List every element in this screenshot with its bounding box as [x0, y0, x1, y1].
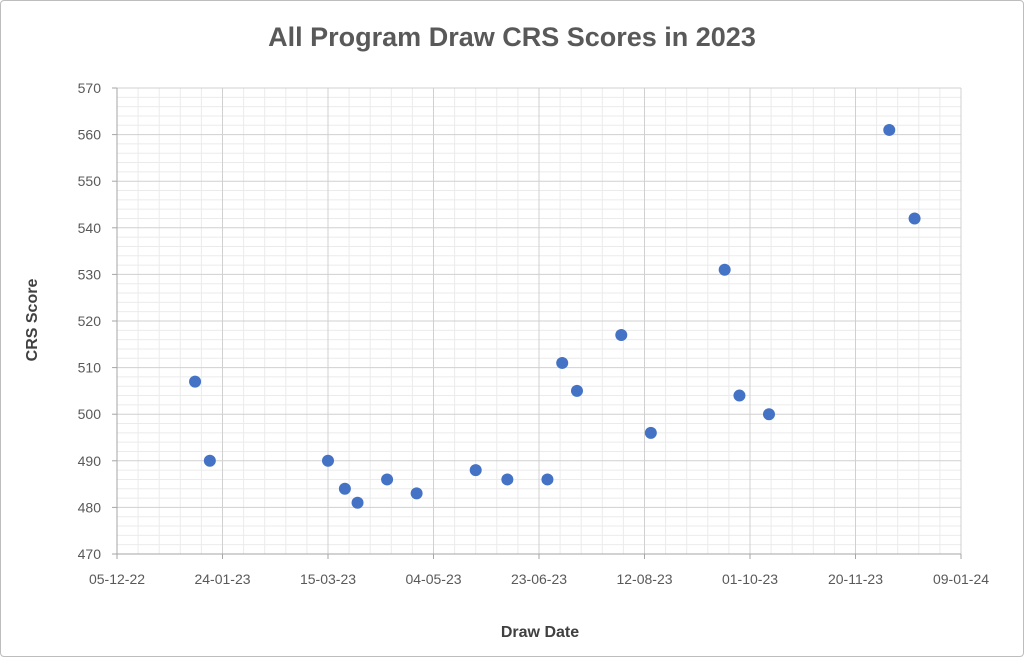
y-tick-label: 490 [78, 453, 102, 469]
data-point [501, 473, 514, 486]
x-tick-label: 23-06-23 [511, 571, 567, 587]
data-point [644, 426, 657, 439]
data-point [615, 328, 628, 341]
y-tick-label: 470 [78, 546, 102, 562]
y-tick-label: 550 [78, 173, 102, 189]
y-tick-label: 500 [78, 406, 102, 422]
y-tick-label: 540 [78, 220, 102, 236]
data-point [883, 123, 896, 136]
x-axis-label: Draw Date [500, 624, 580, 641]
data-point [570, 384, 583, 397]
x-tick-label: 01-10-23 [722, 571, 778, 587]
data-point [203, 454, 216, 467]
x-tick-label: 05-12-22 [89, 571, 145, 587]
data-point [469, 464, 482, 477]
data-point [762, 408, 775, 421]
y-tick-label: 530 [78, 266, 102, 282]
data-point [541, 473, 554, 486]
data-point [908, 212, 921, 225]
x-tick-label: 09-01-24 [933, 571, 989, 587]
x-tick-label: 15-03-23 [300, 571, 356, 587]
data-point [351, 496, 364, 509]
y-tick-label: 510 [78, 360, 102, 376]
x-tick-label: 24-01-23 [194, 571, 250, 587]
data-point [556, 356, 569, 369]
y-tick-label: 520 [78, 313, 102, 329]
data-point [189, 375, 202, 388]
data-point [718, 263, 731, 276]
data-point [733, 389, 746, 402]
chart-title: All Program Draw CRS Scores in 2023 [268, 22, 756, 52]
x-tick-label: 04-05-23 [405, 571, 461, 587]
data-point [322, 454, 334, 467]
x-tick-label: 20-11-23 [828, 571, 883, 587]
data-point [338, 482, 351, 495]
y-tick-label: 560 [78, 127, 102, 143]
data-point [381, 473, 394, 486]
data-point [410, 487, 423, 500]
x-tick-label: 12-08-23 [616, 571, 672, 587]
y-tick-label: 570 [78, 80, 102, 96]
y-tick-label: 480 [78, 499, 102, 515]
